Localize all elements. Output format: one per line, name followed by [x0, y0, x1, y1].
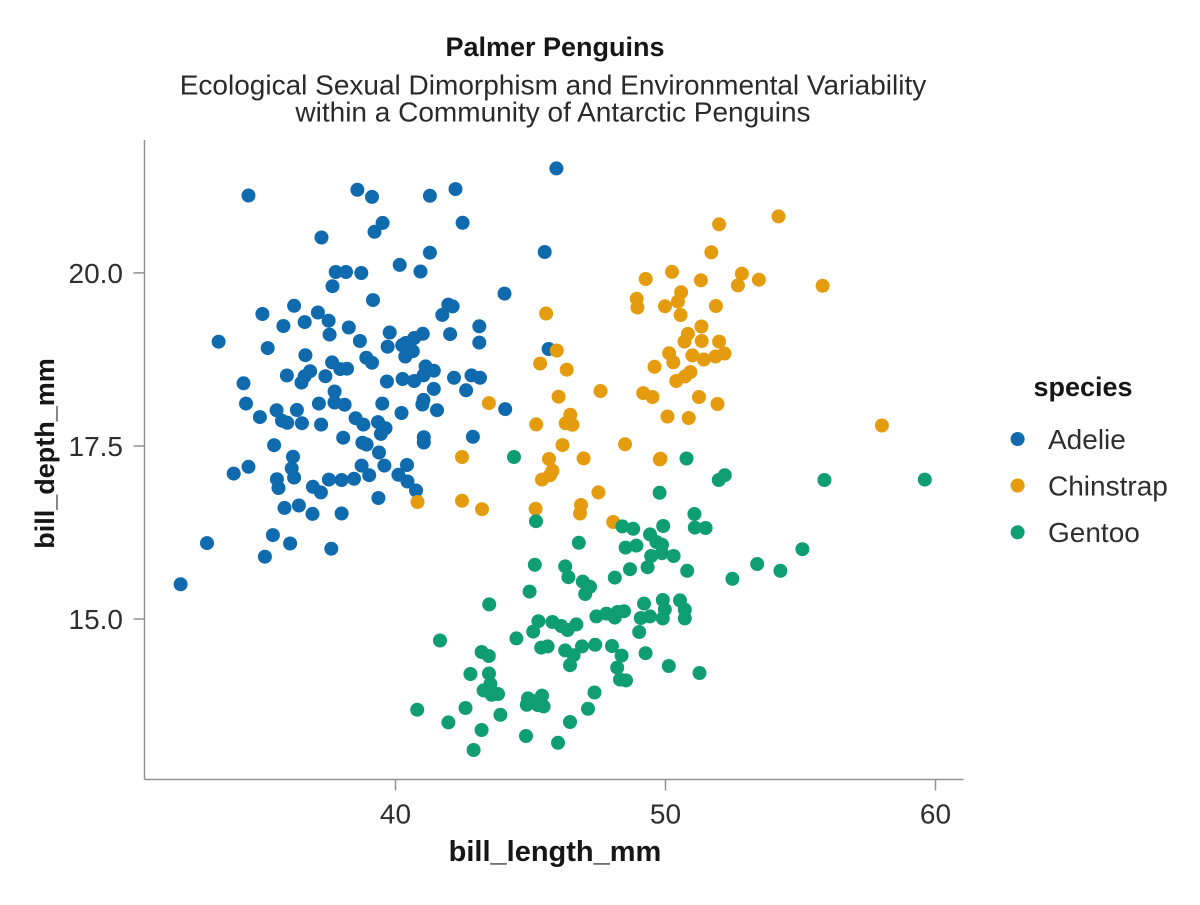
- svg-text:15.0: 15.0: [69, 604, 124, 635]
- svg-text:Gentoo: Gentoo: [1048, 517, 1140, 548]
- svg-text:20.0: 20.0: [69, 258, 124, 289]
- svg-text:Adelie: Adelie: [1048, 424, 1126, 455]
- svg-text:17.5: 17.5: [69, 431, 124, 462]
- svg-text:species: species: [1033, 372, 1132, 402]
- svg-text:bill_length_mm: bill_length_mm: [449, 836, 662, 868]
- svg-text:Palmer Penguins: Palmer Penguins: [445, 32, 664, 62]
- svg-text:Ecological Sexual Dimorphism a: Ecological Sexual Dimorphism and Environ…: [180, 70, 926, 101]
- svg-text:bill_depth_mm: bill_depth_mm: [30, 358, 60, 549]
- svg-text:60: 60: [920, 799, 951, 830]
- svg-text:50: 50: [650, 799, 681, 830]
- svg-text:Chinstrap: Chinstrap: [1048, 470, 1168, 501]
- svg-text:within a Community of Antarcti: within a Community of Antarctic Penguins: [294, 97, 810, 128]
- svg-text:40: 40: [380, 799, 411, 830]
